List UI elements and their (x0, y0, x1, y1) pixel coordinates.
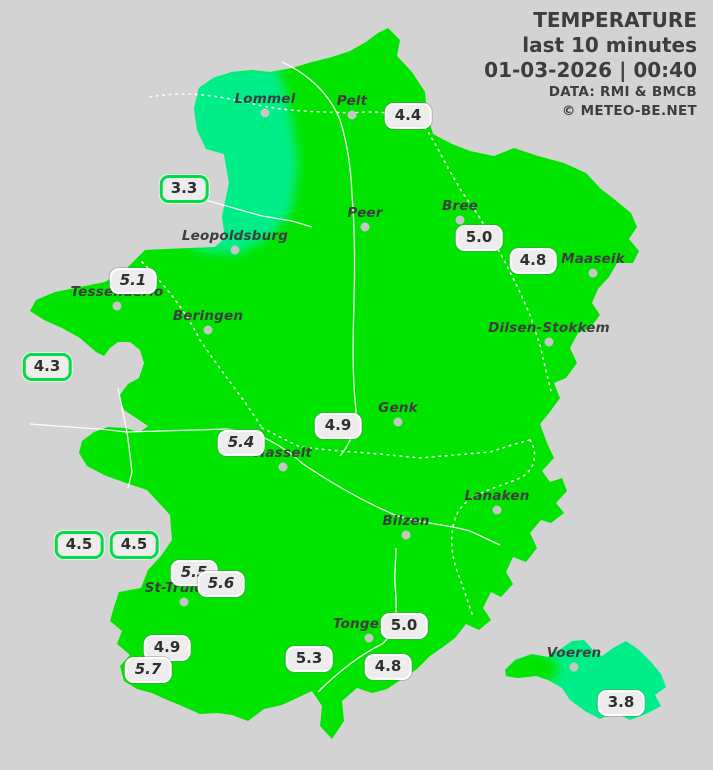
temperature-badge: 5.0 (380, 613, 428, 639)
city-label: Lommel (234, 91, 296, 107)
city-label: Voeren (546, 645, 602, 661)
temperature-badge: 5.0 (455, 225, 503, 251)
temperature-badge: 5.4 (217, 430, 265, 456)
temperature-badge: 4.3 (22, 353, 72, 381)
temperature-badge: 4.9 (314, 413, 362, 439)
city-marker-dot (347, 110, 357, 120)
temperature-badge: 4.8 (364, 654, 412, 680)
city-marker-dot (112, 301, 122, 311)
city-label: Hasselt (253, 445, 313, 461)
map-header: TEMPERATURE last 10 minutes 01-03-2026 |… (484, 8, 697, 121)
province-shape (30, 28, 639, 739)
city-label: Genk (378, 400, 418, 416)
temperature-badge: 4.4 (384, 103, 432, 129)
city-marker-dot (203, 325, 213, 335)
temperature-badge: 5.6 (197, 571, 245, 597)
temperature-badge: 5.7 (124, 657, 172, 683)
city-marker-dot (401, 530, 411, 540)
city-label: Dilsen-Stokkem (488, 320, 610, 336)
datetime-label: 01-03-2026 | 00:40 (484, 58, 697, 82)
city-label: Peer (347, 205, 383, 221)
city-marker-dot (360, 222, 370, 232)
city-marker-dot (230, 245, 240, 255)
city-label: Maaseik (561, 251, 625, 267)
page-subtitle: last 10 minutes (522, 33, 697, 57)
temperature-badge: 4.9 (143, 635, 191, 661)
temperature-badge: 5.3 (285, 646, 333, 672)
city-marker-dot (393, 417, 403, 427)
city-label: Beringen (172, 308, 244, 324)
city-marker-dot (569, 662, 579, 672)
credit-label: © METEO-BE.NET (561, 103, 697, 119)
temperature-badge: 5.1 (109, 268, 157, 294)
city-marker-dot (364, 633, 374, 643)
city-marker-dot (492, 505, 502, 515)
city-marker-dot (260, 108, 270, 118)
city-label: Leopoldsburg (181, 228, 289, 244)
temperature-badge: 4.8 (509, 248, 557, 274)
city-label: Lanaken (464, 488, 530, 504)
city-label: Bree (441, 198, 479, 214)
city-label: Bilzen (382, 513, 430, 529)
city-label: Pelt (336, 93, 368, 109)
temperature-badge: 3.3 (159, 175, 209, 203)
city-marker-dot (544, 337, 554, 347)
temperature-badge: 3.8 (597, 690, 645, 716)
city-marker-dot (455, 215, 465, 225)
city-marker-dot (278, 462, 288, 472)
page-title: TEMPERATURE (533, 8, 697, 32)
temperature-badge: 4.5 (109, 531, 159, 559)
temperature-badge: 4.5 (54, 531, 104, 559)
data-source-label: DATA: RMI & BMCB (548, 84, 697, 100)
border-dotted-lines (141, 93, 553, 615)
city-marker-dot (588, 268, 598, 278)
city-marker-dot (179, 597, 189, 607)
